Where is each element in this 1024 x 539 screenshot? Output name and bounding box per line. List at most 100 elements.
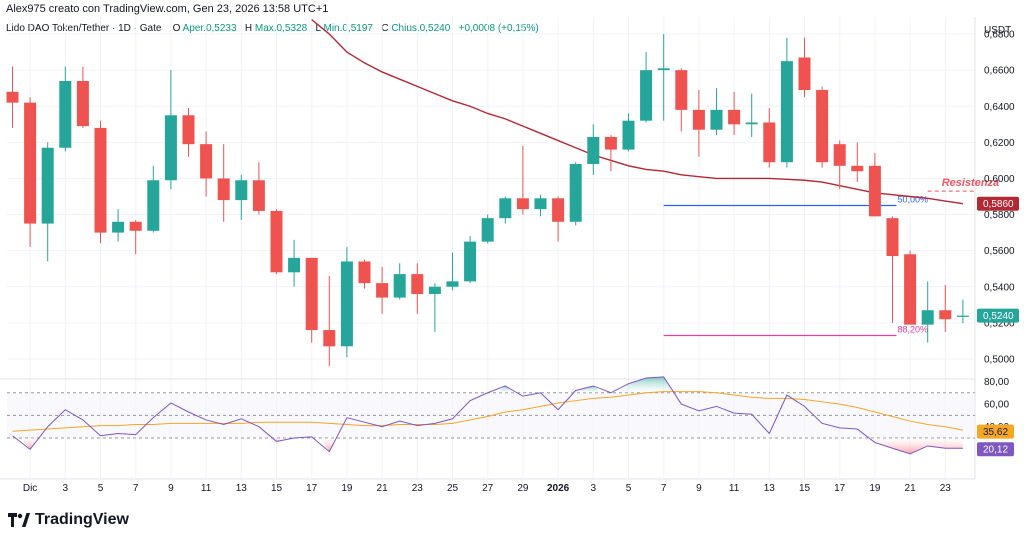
candle[interactable]	[358, 259, 371, 289]
candle-body	[640, 70, 653, 121]
price-tick-label: 0,6400	[984, 102, 1015, 113]
candle[interactable]	[24, 97, 37, 248]
price-tick-label: 0,5000	[984, 354, 1015, 365]
candle[interactable]	[129, 219, 142, 255]
close-value: Chius.0,5240	[391, 23, 451, 34]
candle-body	[763, 122, 776, 163]
candle-body	[956, 315, 969, 317]
candle[interactable]	[94, 120, 107, 244]
candle-body	[340, 261, 353, 347]
candle[interactable]	[59, 66, 72, 152]
candle[interactable]	[622, 113, 635, 152]
symbol-name: Lido DAO Token/Tether · 1D · Gate	[6, 23, 162, 34]
time-tick-label: Dic	[23, 483, 37, 494]
candle[interactable]	[217, 144, 230, 222]
candle[interactable]	[939, 284, 952, 332]
price-axis: USDT 0,5000 0,5200 0,5400 0,5600 0,5800 0,6000…	[977, 25, 1019, 457]
candle[interactable]	[728, 91, 741, 136]
candle[interactable]	[587, 124, 600, 175]
candle[interactable]	[640, 52, 653, 123]
candle-body	[217, 178, 230, 201]
price-tick-label: 0,6800	[984, 30, 1015, 41]
candle[interactable]	[464, 236, 477, 284]
candle-body	[816, 90, 829, 163]
rsi-label-box	[977, 424, 1014, 439]
candle[interactable]	[288, 239, 301, 287]
candle-body	[675, 70, 688, 110]
tradingview-logo-icon	[8, 513, 30, 527]
candle[interactable]	[200, 131, 213, 197]
candle[interactable]	[657, 34, 670, 121]
candle[interactable]	[393, 263, 406, 300]
candle[interactable]	[569, 162, 582, 226]
candle[interactable]	[886, 216, 899, 323]
candle[interactable]	[780, 37, 793, 168]
candle[interactable]	[816, 86, 829, 168]
candle[interactable]	[481, 214, 494, 244]
candle[interactable]	[112, 209, 125, 242]
price-tick-label: 0,6200	[984, 138, 1015, 149]
candle-body	[886, 218, 899, 257]
candle[interactable]	[376, 266, 389, 314]
time-tick-label: 27	[482, 483, 494, 494]
candle[interactable]	[675, 68, 688, 132]
candle[interactable]	[428, 283, 441, 332]
candle[interactable]	[552, 196, 565, 242]
time-tick-label: 17	[306, 483, 318, 494]
candle[interactable]	[798, 37, 811, 98]
price-label-text: 0,5240	[983, 311, 1014, 322]
candle-body	[59, 80, 72, 148]
candle[interactable]	[833, 140, 846, 190]
candle[interactable]	[710, 88, 723, 136]
candle[interactable]	[516, 145, 529, 215]
candle[interactable]	[164, 70, 177, 190]
candle-body	[851, 165, 864, 172]
candle[interactable]	[851, 142, 864, 183]
candle[interactable]	[305, 257, 318, 343]
candle[interactable]	[252, 162, 265, 215]
candle[interactable]	[868, 153, 881, 217]
candle[interactable]	[235, 174, 248, 220]
candle[interactable]	[534, 194, 547, 217]
candle[interactable]	[956, 299, 969, 324]
candle[interactable]	[41, 142, 54, 262]
candle[interactable]	[499, 196, 512, 224]
time-tick-label: 23	[412, 483, 424, 494]
time-tick-label: 21	[905, 483, 917, 494]
candle-body	[939, 310, 952, 320]
candle[interactable]	[604, 135, 617, 172]
candle[interactable]	[921, 281, 934, 343]
candle[interactable]	[692, 90, 705, 157]
candle-body	[604, 136, 617, 150]
tradingview-logo[interactable]: TradingView	[8, 511, 129, 529]
candle[interactable]	[270, 209, 283, 275]
candle[interactable]	[340, 247, 353, 358]
candle-body	[728, 109, 741, 125]
candle-body	[464, 241, 477, 282]
candle-body	[129, 221, 142, 231]
time-tick-label: 15	[271, 483, 283, 494]
low-value: Min.0,5197	[323, 23, 373, 34]
time-tick-label: 15	[799, 483, 811, 494]
time-tick-label: 29	[517, 483, 529, 494]
candle-body	[112, 221, 125, 233]
candle[interactable]	[147, 165, 160, 233]
price-label-box	[977, 308, 1019, 323]
candle[interactable]	[76, 66, 89, 128]
candle[interactable]	[904, 250, 917, 325]
candle-body	[833, 144, 846, 166]
candle[interactable]	[446, 252, 459, 291]
candle[interactable]	[411, 263, 424, 314]
time-tick-label: 3	[591, 483, 597, 494]
candle[interactable]	[763, 108, 776, 168]
candle[interactable]	[745, 93, 758, 137]
candle[interactable]	[6, 66, 19, 128]
candle-body	[235, 180, 248, 201]
time-tick-label: 11	[729, 483, 740, 494]
open-label: O	[172, 23, 181, 34]
candle[interactable]	[182, 108, 195, 157]
candle-body	[6, 91, 19, 103]
candle[interactable]	[323, 275, 336, 367]
